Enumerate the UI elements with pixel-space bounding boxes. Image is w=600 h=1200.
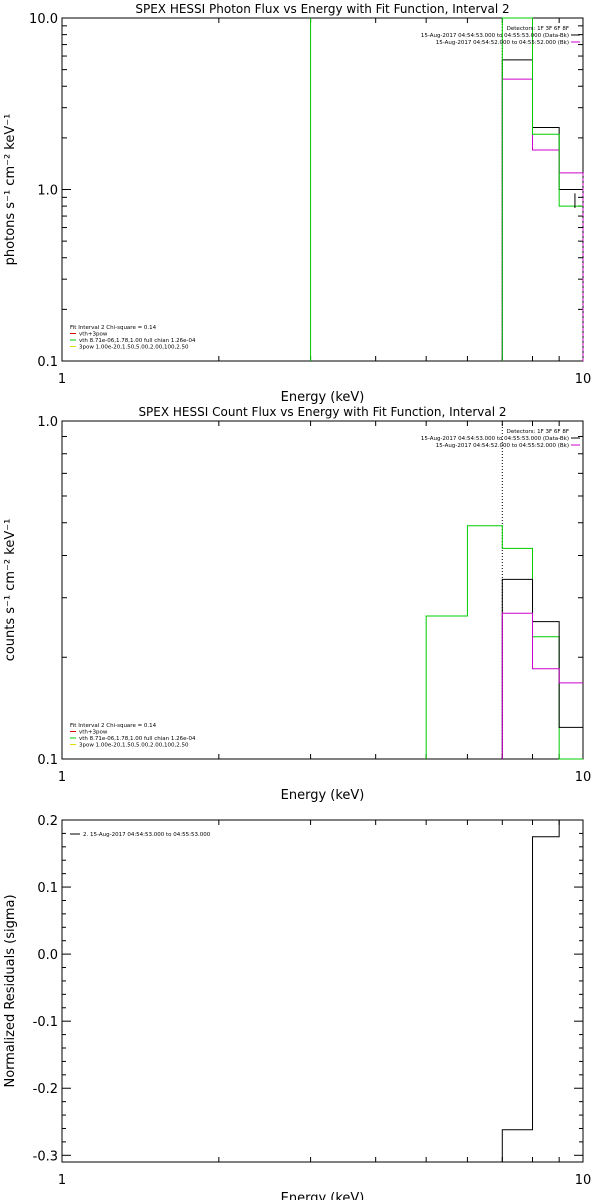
plot-frame (61, 819, 584, 1163)
legend-right-entry: 15-Aug-2017 04:54:52.000 to 04:55:52.000… (436, 443, 569, 449)
y-tick-label: 0.1 (37, 881, 58, 896)
legend-left-entry: 3pow 1.00e-20,1.50,5.00,2.00,100,2.50 (79, 345, 189, 351)
chart-panel-2: 1 10 0.1 1.0 SPEX HESSI Count Flux vs Energy… (3, 405, 591, 803)
legend-right-entry: 15-Aug-2017 04:54:53.000 to 04:55:53.000… (421, 436, 569, 442)
y-axis-label: counts s⁻¹ cm⁻² keV⁻¹ (3, 519, 18, 662)
x-tick-label: 10 (575, 770, 592, 785)
chart-panel-1: 1 10 0.1 1.0 10.0 SPEX HESSI Photon Flux vs E… (3, 2, 591, 405)
plot-frame (61, 420, 584, 760)
y-tick-label: 1.0 (37, 415, 58, 430)
chart-panel-3: 1 10 0.2 0.1 0.0 -0.1 -0.2 -0.3 Energy (keV) Norm… (3, 814, 591, 1200)
legend-left-entry: vth 8.71e-06,1.78,1.00 full chian 1.26e-… (79, 736, 196, 742)
legend-left-entry: 2. 15-Aug-2017 04:54:53.000 to 04:55:53.… (83, 832, 211, 838)
x-axis-label: Energy (keV) (281, 1191, 365, 1200)
y-axis-label: photons s⁻¹ cm⁻² keV⁻¹ (3, 114, 18, 266)
y-tick-label: 0.0 (37, 948, 58, 963)
x-axis-label: Energy (keV) (281, 390, 365, 405)
x-tick-label: 1 (58, 1173, 66, 1188)
y-tick-label: 10.0 (29, 12, 58, 27)
y-tick-label: -0.2 (33, 1082, 58, 1097)
series-line-1 (501, 59, 583, 361)
y-axis-label: Normalized Residuals (sigma) (3, 894, 18, 1087)
x-axis-label: Energy (keV) (281, 788, 365, 803)
legend-right-header: Detectors: 1F 3F 6F 8F (507, 429, 569, 435)
y-tick-label: 0.1 (37, 753, 58, 768)
legend-left-header: Fit Interval 2 Chi-square = 0.14 (70, 325, 157, 331)
legend-left-entry: 3pow 1.00e-20,1.50,5.00,2.00,100,2.50 (79, 743, 189, 749)
y-tick-label: -0.3 (33, 1149, 58, 1164)
plot-frame (61, 17, 584, 362)
series-line-1 (501, 819, 583, 1162)
legend-right-entry: 15-Aug-2017 04:54:53.000 to 04:55:53.000… (421, 33, 569, 39)
x-tick-label: 1 (58, 372, 66, 387)
chart-title: SPEX HESSI Photon Flux vs Energy with Fi… (135, 2, 509, 16)
series-line-4 (501, 17, 583, 361)
series-line-2 (501, 78, 583, 361)
y-tick-label: 0.1 (37, 355, 58, 370)
legend-right-entry: 15-Aug-2017 04:54:52.000 to 04:55:52.000… (436, 40, 569, 46)
x-tick-label: 1 (58, 770, 66, 785)
legend-left-header: Fit Interval 2 Chi-square = 0.14 (70, 723, 157, 729)
series-line-3 (501, 612, 583, 759)
legend-left-entry: vth 8.71e-06,1.78,1.00 full chian 1.26e-… (79, 338, 196, 344)
x-tick-label: 10 (575, 1173, 592, 1188)
x-tick-label: 10 (575, 372, 592, 387)
y-tick-label: 0.2 (37, 814, 58, 829)
y-tick-label: -0.1 (33, 1015, 58, 1030)
chart-title: SPEX HESSI Count Flux vs Energy with Fit… (138, 405, 506, 419)
legend-left-entry: vth+3pow (79, 332, 108, 338)
legend-right-header: Detectors: 1F 3F 6F 8F (507, 26, 569, 32)
y-tick-label: 1.0 (37, 184, 58, 199)
legend-left-entry: vth+3pow (79, 730, 108, 736)
